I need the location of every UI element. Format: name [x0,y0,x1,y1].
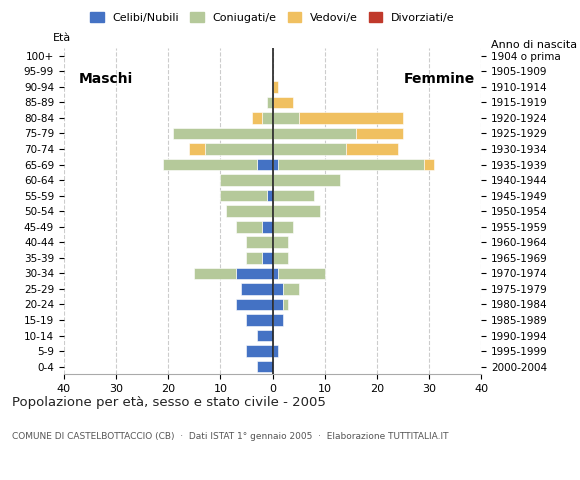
Bar [278,267,325,279]
Bar [267,190,273,202]
Bar [273,143,346,155]
Bar [189,143,205,155]
Bar [226,205,273,217]
Bar [273,96,293,108]
Bar [273,174,340,186]
Bar [273,221,293,233]
Bar [252,112,262,124]
Bar [220,174,273,186]
Text: Maschi: Maschi [78,72,133,86]
Bar [246,345,273,357]
Bar [236,267,273,279]
Bar [273,128,356,139]
Bar [246,314,273,326]
Bar [163,159,257,170]
Bar [262,252,273,264]
Bar [299,112,403,124]
Text: COMUNE DI CASTELBOTTACCIO (CB)  ·  Dati ISTAT 1° gennaio 2005  ·  Elaborazione T: COMUNE DI CASTELBOTTACCIO (CB) · Dati IS… [12,432,448,441]
Bar [356,128,403,139]
Text: Femmine: Femmine [404,72,475,86]
Bar [246,252,262,264]
Bar [273,283,283,295]
Bar [273,299,283,310]
Bar [220,190,267,202]
Bar [267,96,273,108]
Bar [273,159,278,170]
Bar [273,345,278,357]
Bar [194,267,236,279]
Bar [273,267,278,279]
Bar [246,237,273,248]
Bar [257,159,273,170]
Bar [257,361,273,372]
Bar [273,112,299,124]
Bar [278,159,424,170]
Bar [273,237,288,248]
Bar [273,205,320,217]
Legend: Celibi/Nubili, Coniugati/e, Vedovi/e, Divorziati/e: Celibi/Nubili, Coniugati/e, Vedovi/e, Di… [86,8,459,27]
Text: Popolazione per età, sesso e stato civile - 2005: Popolazione per età, sesso e stato civil… [12,396,325,409]
Bar [257,330,273,341]
Bar [283,299,288,310]
Bar [424,159,434,170]
Bar [236,221,262,233]
Bar [273,314,283,326]
Bar [273,252,288,264]
Bar [262,221,273,233]
Bar [236,299,273,310]
Bar [173,128,273,139]
Bar [205,143,273,155]
Text: Anno di nascita: Anno di nascita [491,40,577,50]
Bar [273,190,314,202]
Bar [283,283,299,295]
Bar [241,283,273,295]
Bar [262,112,273,124]
Text: Età: Età [53,33,71,43]
Bar [346,143,398,155]
Bar [273,81,278,93]
